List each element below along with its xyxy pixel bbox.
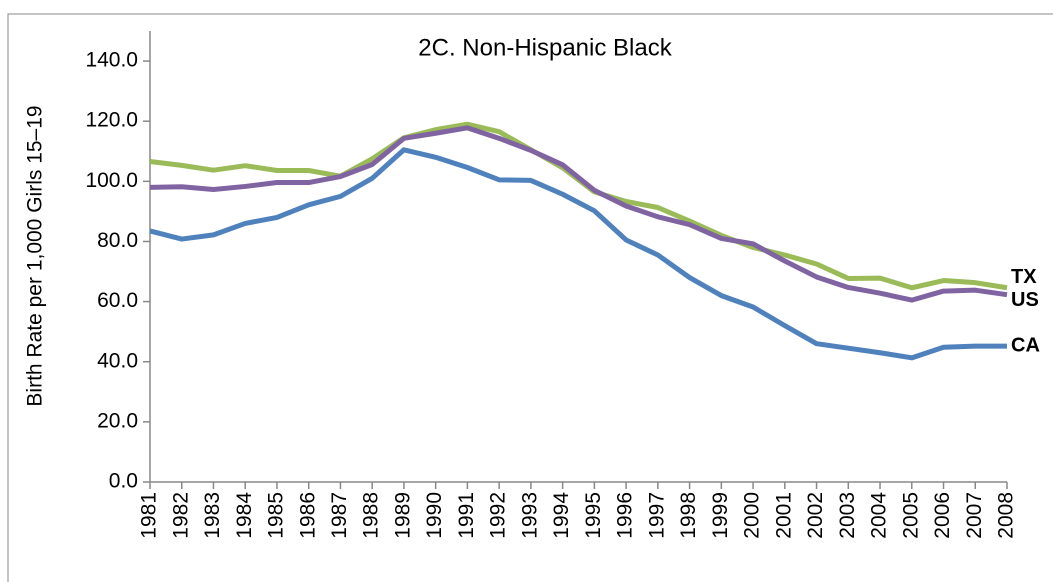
x-tick-label: 2006	[931, 492, 954, 539]
x-tick-label: 2007	[963, 492, 986, 539]
y-tick-label: 140.0	[85, 49, 138, 72]
x-tick-label: 1995	[582, 492, 605, 539]
x-tick-label: 1986	[296, 492, 319, 539]
x-tick-label: 1998	[677, 492, 700, 539]
x-tick-label: 1989	[391, 492, 414, 539]
x-tick-label: 1985	[265, 492, 288, 539]
y-tick-label: 0.0	[109, 470, 138, 493]
x-tick-label: 1984	[233, 492, 256, 539]
x-tick-label: 1997	[645, 492, 668, 539]
x-tick-label: 1990	[423, 492, 446, 539]
x-tick-label: 2001	[772, 492, 795, 539]
x-tick-label: 1988	[360, 492, 383, 539]
x-tick-label: 1981	[138, 492, 161, 539]
series-line	[149, 125, 1008, 303]
x-tick-label: 1983	[201, 492, 224, 539]
series-end-label: TX	[1011, 266, 1037, 288]
x-tick-label: 1991	[455, 492, 478, 539]
series-line	[149, 121, 1008, 291]
x-tick-label: 1996	[614, 492, 637, 539]
y-tick-label: 80.0	[97, 229, 138, 252]
x-tick-label: 1993	[518, 492, 541, 539]
x-tick-label: 1987	[328, 492, 351, 539]
y-tick-label: 100.0	[85, 169, 138, 192]
x-tick-label: 2004	[868, 492, 891, 539]
y-tick-label: 40.0	[97, 349, 138, 372]
y-tick-label: 120.0	[85, 109, 138, 132]
y-tick-label: 20.0	[97, 409, 138, 432]
x-tick-label: 2008	[995, 492, 1018, 539]
y-axis-label: Birth Rate per 1,000 Girls 15–19	[24, 105, 47, 406]
y-tick-label: 60.0	[97, 289, 138, 312]
x-tick-label: 1982	[169, 492, 192, 539]
chart-title: 2C. Non-Hispanic Black	[418, 34, 672, 61]
series-end-label: CA	[1011, 334, 1040, 356]
chart-frame	[7, 13, 1053, 582]
x-tick-label: 2005	[899, 492, 922, 539]
x-tick-label: 1999	[709, 492, 732, 539]
x-tick-label: 1992	[487, 492, 510, 539]
series-line	[149, 147, 1007, 361]
x-tick-label: 2002	[804, 492, 827, 539]
x-tick-label: 2000	[741, 492, 764, 539]
x-tick-label: 1994	[550, 492, 573, 539]
series-end-label: US	[1011, 289, 1039, 311]
x-tick-label: 2003	[836, 492, 859, 539]
